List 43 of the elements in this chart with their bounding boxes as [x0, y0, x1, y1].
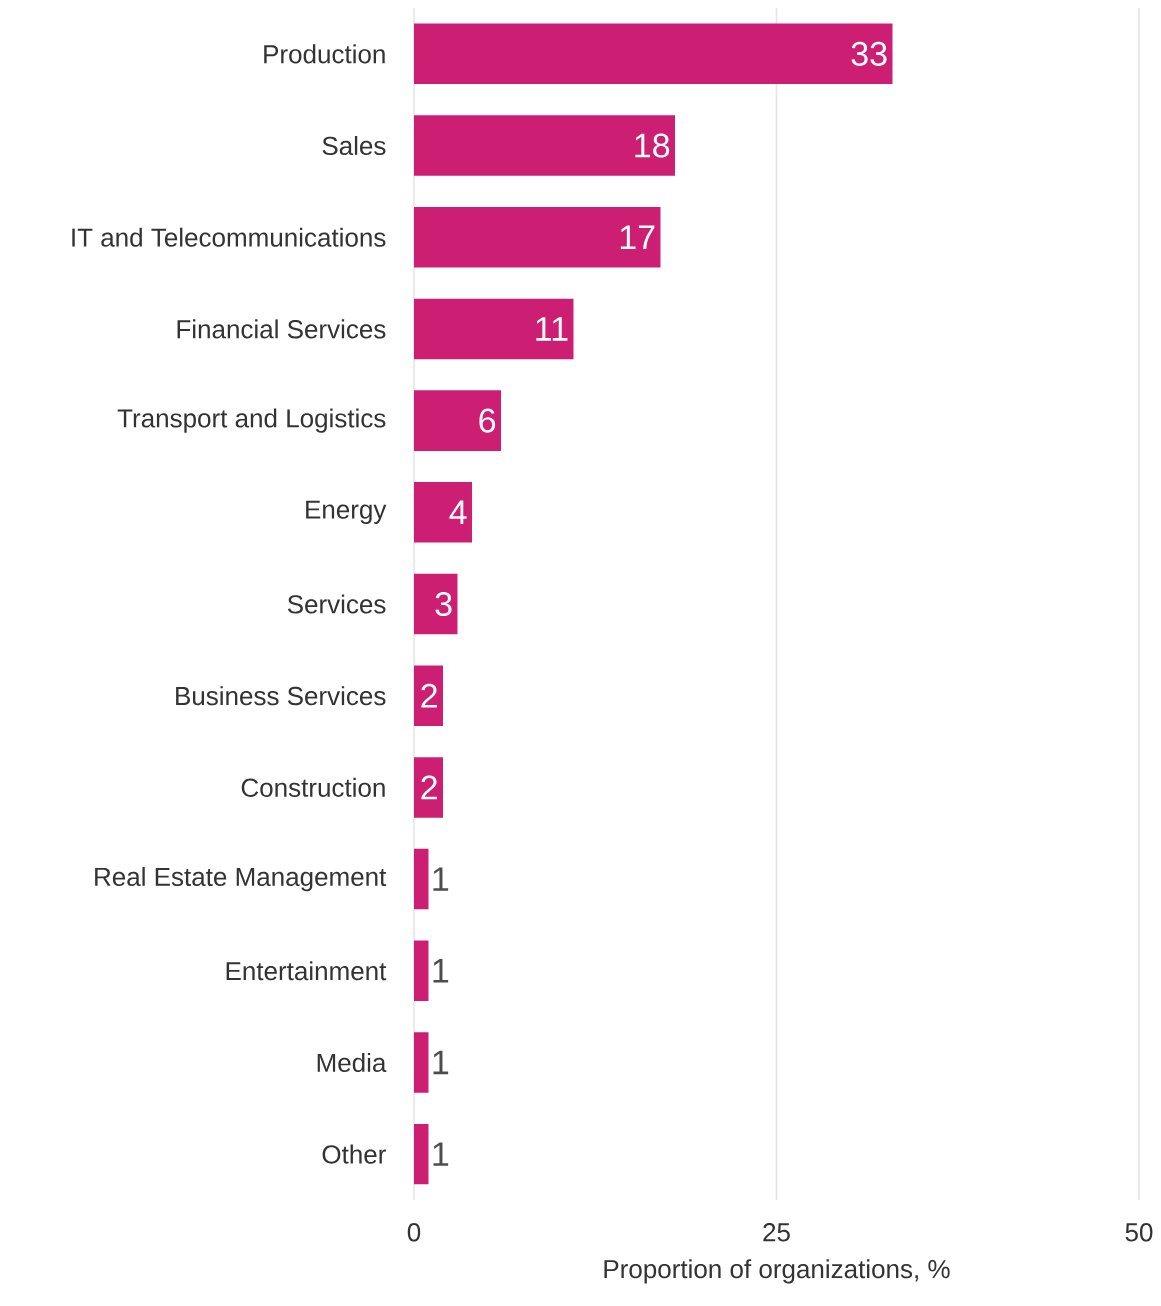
y-tick-label: Energy [306, 500, 387, 524]
y-tick-label: Services [287, 594, 386, 614]
bar [414, 390, 501, 451]
bar [414, 757, 443, 818]
data-label: 4 [449, 500, 467, 525]
data-label: 1 [433, 1050, 449, 1075]
y-tick-label: Financial Services [177, 319, 386, 339]
data-label: 17 [620, 225, 655, 249]
data-label: 1 [433, 1142, 449, 1166]
data-label: 33 [851, 41, 887, 66]
data-label: 2 [421, 775, 437, 800]
x-tick-label: 0 [407, 1223, 421, 1242]
bar [414, 23, 893, 85]
bar [414, 206, 661, 268]
y-tick-label: IT and Telecommunications [72, 227, 386, 247]
bar [414, 1123, 429, 1185]
bar [414, 482, 472, 543]
y-tick-label: Business Services [176, 686, 386, 706]
data-label: 6 [479, 408, 496, 433]
y-tick-label: Construction [241, 777, 385, 797]
x-axis-title: Proportion of organizations, % [604, 1259, 950, 1284]
y-tick-label: Entertainment [226, 961, 387, 981]
bar [414, 848, 429, 910]
x-tick-label: 50 [1125, 1223, 1153, 1242]
y-tick-label: Production [264, 44, 385, 64]
data-label: 1 [433, 959, 449, 983]
bar [414, 573, 458, 635]
y-tick-label: Media [317, 1052, 387, 1073]
bar [414, 115, 675, 176]
x-tick-label: 25 [763, 1223, 790, 1242]
bar [414, 298, 574, 360]
y-tick-label: Transport and Logistics [117, 408, 386, 433]
y-tick-label: Other [322, 1144, 386, 1164]
y-tick-label: Real Estate Management [95, 866, 387, 892]
y-tick-label: Sales [322, 135, 386, 156]
data-label: 11 [536, 317, 568, 341]
data-label: 18 [635, 133, 670, 158]
bar [414, 940, 429, 1002]
bar [414, 665, 443, 726]
data-label: 3 [435, 591, 452, 617]
data-label: 1 [433, 867, 449, 891]
data-label: 2 [421, 683, 437, 708]
bar [414, 1032, 429, 1093]
